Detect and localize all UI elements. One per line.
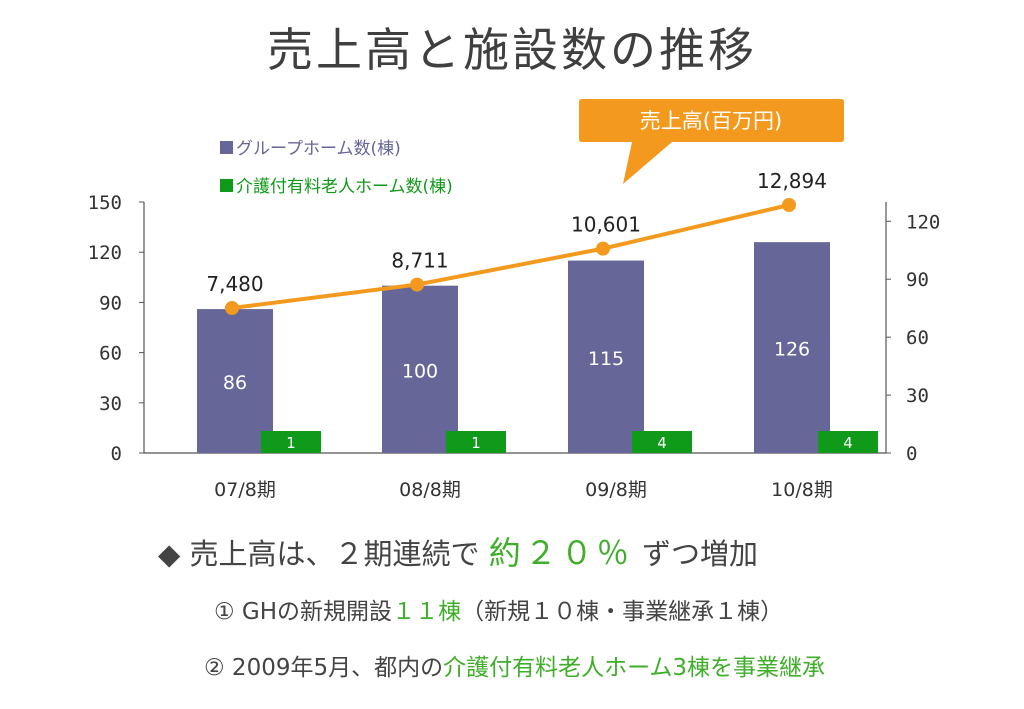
legend-label-gh: グループホーム数(棟) — [236, 139, 401, 159]
note-item-1: ① GHの新規開設１１棟（新規１０棟・事業継承１棟） — [214, 592, 783, 626]
legend-swatch-kaigo — [220, 179, 233, 192]
x-tick-label: 07/8期 — [214, 479, 276, 501]
left-tick-label: 60 — [99, 343, 122, 365]
sales-point-label: 7,480 — [206, 272, 263, 296]
right-tick-label: 30 — [906, 385, 929, 407]
x-tick-label: 09/8期 — [585, 479, 647, 501]
gh-bar — [568, 260, 644, 453]
gh-bar-label: 115 — [588, 348, 624, 370]
gh-bar — [382, 285, 458, 453]
legend-swatch-gh — [220, 141, 233, 154]
right-tick-label: 90 — [906, 269, 929, 291]
note-item-1-highlight: １１棟 — [392, 599, 462, 625]
sales-callout-bubble — [579, 99, 844, 184]
right-tick-label: 0 — [906, 443, 917, 465]
gh-bar-label: 126 — [774, 339, 810, 361]
gh-bar-label: 100 — [402, 360, 438, 382]
headline-highlight: 約２０％ — [488, 534, 633, 572]
left-tick-label: 150 — [88, 192, 122, 214]
x-tick-label: 08/8期 — [399, 479, 461, 501]
left-tick-label: 90 — [99, 292, 122, 314]
headline-suffix: ずつ増加 — [632, 537, 758, 571]
kaigo-bar — [261, 431, 321, 453]
kaigo-bar-label: 4 — [657, 434, 667, 452]
right-tick-label: 60 — [906, 327, 929, 349]
note-item-2-prefix: ② 2009年5月、都内の — [204, 655, 444, 681]
sales-point — [410, 277, 424, 292]
left-tick-label: 120 — [88, 242, 122, 264]
legend-label-kaigo: 介護付有料老人ホーム数(棟) — [236, 177, 453, 197]
gh-bar-label: 86 — [223, 372, 247, 394]
sales-point-label: 10,601 — [571, 213, 641, 237]
sales-point — [782, 198, 796, 212]
note-item-2-highlight: 介護付有料老人ホーム3棟を事業継承 — [443, 655, 826, 681]
kaigo-bar-label: 4 — [843, 434, 853, 452]
headline-prefix: ◆ 売上高は、２期連続で — [158, 537, 489, 571]
sales-point-label: 8,711 — [391, 249, 448, 273]
left-tick-label: 0 — [111, 443, 122, 465]
note-item-1-suffix: （新規１０棟・事業継承１棟） — [461, 599, 784, 625]
page-title: 売上高と施設数の推移 — [267, 23, 757, 77]
sales-point-label: 12,894 — [757, 169, 827, 193]
gh-bar — [197, 309, 273, 453]
right-tick-label: 120 — [906, 211, 940, 233]
kaigo-bar — [446, 431, 506, 453]
note-item-1-prefix: ① GHの新規開設 — [214, 599, 393, 625]
sales-callout-label: 売上高(百万円) — [640, 109, 782, 133]
sales-line — [231, 203, 790, 310]
gh-bar — [754, 242, 830, 453]
kaigo-bar — [818, 431, 878, 453]
sales-point — [596, 241, 610, 256]
left-tick-label: 30 — [99, 393, 122, 415]
kaigo-bar-label: 1 — [286, 434, 296, 452]
note-item-2: ② 2009年5月、都内の介護付有料老人ホーム3棟を事業継承 — [204, 648, 825, 682]
kaigo-bar-label: 1 — [471, 434, 481, 452]
sales-point — [225, 301, 239, 315]
headline-note: ◆ 売上高は、２期連続で 約２０％ ずつ増加 — [158, 528, 758, 574]
kaigo-bar — [632, 431, 692, 453]
x-tick-label: 10/8期 — [771, 479, 833, 501]
